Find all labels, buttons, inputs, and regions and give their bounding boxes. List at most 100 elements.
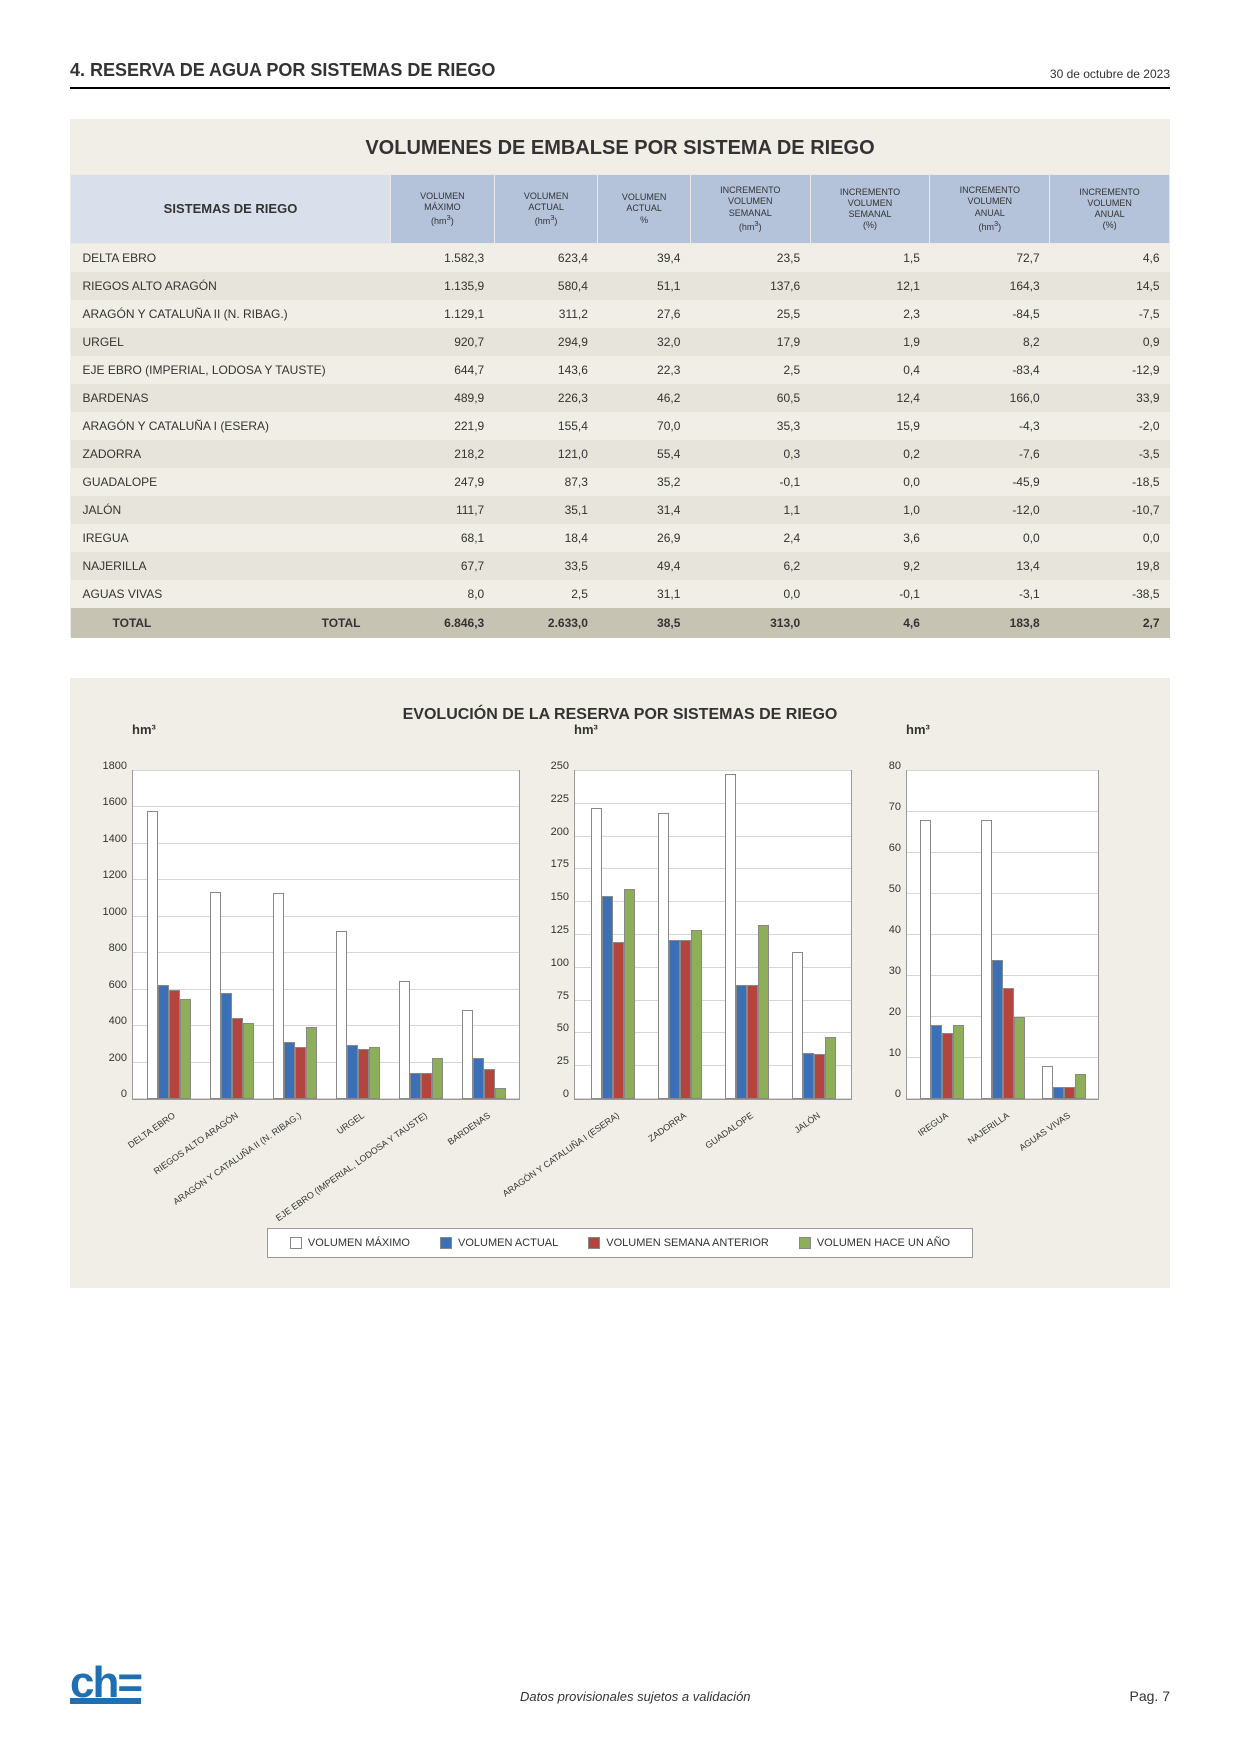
bar-prev_week xyxy=(747,985,758,1099)
legend-label: VOLUMEN SEMANA ANTERIOR xyxy=(606,1237,769,1249)
y-tick: 100 xyxy=(551,957,575,969)
chart-panel: hm³0255075100125150175200225250ARAGÓN Y … xyxy=(532,744,852,1210)
system-name: DELTA EBRO xyxy=(71,244,391,273)
bar-max xyxy=(336,931,347,1099)
value-cell: 0,0 xyxy=(1050,524,1170,552)
bar-max xyxy=(462,1010,473,1099)
bar-year_ago xyxy=(432,1058,443,1099)
bar-year_ago xyxy=(306,1027,317,1099)
chart-legend: VOLUMEN MÁXIMOVOLUMEN ACTUALVOLUMEN SEMA… xyxy=(267,1228,973,1258)
value-cell: 9,2 xyxy=(810,552,930,580)
y-tick: 1600 xyxy=(103,796,133,808)
bar-prev_week xyxy=(942,1033,953,1099)
legend-item: VOLUMEN HACE UN AÑO xyxy=(799,1237,950,1249)
total-cell: 183,8 xyxy=(930,608,1050,638)
value-cell: 35,1 xyxy=(494,496,598,524)
legend-swatch xyxy=(588,1237,600,1249)
chart-plot-area: 0255075100125150175200225250ARAGÓN Y CAT… xyxy=(574,770,852,1100)
y-tick: 1200 xyxy=(103,869,133,881)
page-number: Pag. 7 xyxy=(1130,1688,1170,1704)
value-cell: 32,0 xyxy=(598,328,690,356)
value-cell: 31,1 xyxy=(598,580,690,608)
bar-max xyxy=(399,981,410,1099)
value-cell: 33,9 xyxy=(1050,384,1170,412)
table-row: ARAGÓN Y CATALUÑA I (ESERA)221,9155,470,… xyxy=(71,412,1170,440)
col-header: INCREMENTOVOLUMENSEMANAL (%) xyxy=(810,175,930,244)
bars-area: IREGUANAJERILLAAGUAS VIVAS xyxy=(907,771,1098,1099)
bar-group: IREGUA xyxy=(911,771,972,1099)
y-tick: 75 xyxy=(557,990,575,1002)
value-cell: -2,0 xyxy=(1050,412,1170,440)
bar-max xyxy=(725,774,736,1099)
value-cell: 0,2 xyxy=(810,440,930,468)
legend-item: VOLUMEN SEMANA ANTERIOR xyxy=(588,1237,769,1249)
system-name: ARAGÓN Y CATALUÑA I (ESERA) xyxy=(71,412,391,440)
value-cell: 6,2 xyxy=(690,552,810,580)
value-cell: 8,0 xyxy=(391,580,495,608)
report-date: 30 de octubre de 2023 xyxy=(1050,67,1170,81)
bars-area: ARAGÓN Y CATALUÑA I (ESERA)ZADORRAGUADAL… xyxy=(575,771,851,1099)
table-row: JALÓN111,735,131,41,11,0-12,0-10,7 xyxy=(71,496,1170,524)
value-cell: 0,4 xyxy=(810,356,930,384)
value-cell: 164,3 xyxy=(930,272,1050,300)
table-row: AGUAS VIVAS8,02,531,10,0-0,1-3,1-38,5 xyxy=(71,580,1170,608)
value-cell: 221,9 xyxy=(391,412,495,440)
bar-prev_week xyxy=(814,1054,825,1099)
col-header: VOLUMENMÁXIMO (hm3) xyxy=(391,175,495,244)
y-tick: 600 xyxy=(109,979,133,991)
y-tick: 40 xyxy=(889,924,907,936)
bar-year_ago xyxy=(495,1088,506,1099)
total-cell: 2.633,0 xyxy=(494,608,598,638)
y-tick: 0 xyxy=(895,1088,907,1100)
value-cell: 12,4 xyxy=(810,384,930,412)
page-header: 4. RESERVA DE AGUA POR SISTEMAS DE RIEGO… xyxy=(70,60,1170,89)
value-cell: 1,9 xyxy=(810,328,930,356)
value-cell: 12,1 xyxy=(810,272,930,300)
value-cell: 247,9 xyxy=(391,468,495,496)
value-cell: 8,2 xyxy=(930,328,1050,356)
table-row: BARDENAS489,9226,346,260,512,4166,033,9 xyxy=(71,384,1170,412)
chart-plot-area: 01020304050607080IREGUANAJERILLAAGUAS VI… xyxy=(906,770,1099,1100)
bar-actual xyxy=(736,985,747,1099)
bar-group: URGEL xyxy=(326,771,389,1099)
y-tick: 1400 xyxy=(103,833,133,845)
bar-prev_week xyxy=(358,1049,369,1099)
y-axis-label: hm³ xyxy=(906,722,930,737)
value-cell: 14,5 xyxy=(1050,272,1170,300)
value-cell: 489,9 xyxy=(391,384,495,412)
bar-max xyxy=(210,892,221,1099)
col-header: INCREMENTOVOLUMENANUAL (%) xyxy=(1050,175,1170,244)
value-cell: 137,6 xyxy=(690,272,810,300)
value-cell: -7,5 xyxy=(1050,300,1170,328)
bar-max xyxy=(273,893,284,1099)
system-name: IREGUA xyxy=(71,524,391,552)
value-cell: 218,2 xyxy=(391,440,495,468)
legend-swatch xyxy=(440,1237,452,1249)
value-cell: 920,7 xyxy=(391,328,495,356)
value-cell: 49,4 xyxy=(598,552,690,580)
bar-prev_week xyxy=(1003,988,1014,1099)
bar-max xyxy=(920,820,931,1099)
y-tick: 50 xyxy=(889,883,907,895)
value-cell: 31,4 xyxy=(598,496,690,524)
value-cell: 155,4 xyxy=(494,412,598,440)
bar-year_ago xyxy=(758,925,769,1099)
y-tick: 20 xyxy=(889,1006,907,1018)
system-name: URGEL xyxy=(71,328,391,356)
bar-group: AGUAS VIVAS xyxy=(1033,771,1094,1099)
value-cell: -38,5 xyxy=(1050,580,1170,608)
value-cell: -83,4 xyxy=(930,356,1050,384)
bar-prev_week xyxy=(232,1018,243,1099)
total-cell: 313,0 xyxy=(690,608,810,638)
bar-group: JALÓN xyxy=(780,771,847,1099)
y-tick: 125 xyxy=(551,924,575,936)
value-cell: 121,0 xyxy=(494,440,598,468)
value-cell: 33,5 xyxy=(494,552,598,580)
bar-year_ago xyxy=(825,1037,836,1099)
value-cell: 1,1 xyxy=(690,496,810,524)
y-tick: 175 xyxy=(551,858,575,870)
value-cell: 166,0 xyxy=(930,384,1050,412)
page-footer: ch= Datos provisionales sujetos a valida… xyxy=(70,1670,1170,1704)
col-header: VOLUMENACTUAL (hm3) xyxy=(494,175,598,244)
bar-group: BARDENAS xyxy=(452,771,515,1099)
